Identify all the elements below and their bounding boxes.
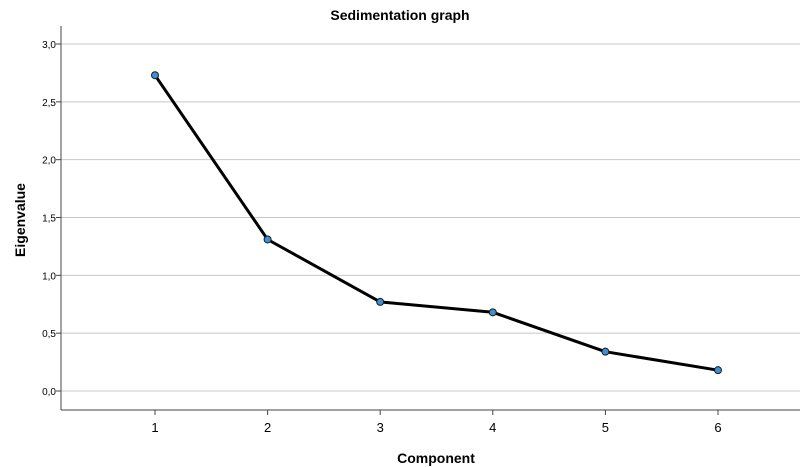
data-point	[488, 308, 497, 317]
x-axis-title: Component	[397, 450, 475, 466]
x-tick-label: 6	[714, 420, 721, 435]
y-tick-label: 1,5	[42, 214, 56, 225]
x-tick-label: 2	[264, 420, 271, 435]
y-axis-ticks: 0,0 0,5 1,0 1,5 2,0 2,5 3,0	[42, 40, 61, 398]
y-tick-label: 2,5	[42, 98, 56, 109]
y-tick-label: 0,0	[42, 387, 56, 398]
x-tick-label: 3	[377, 420, 384, 435]
x-tick-label: 5	[602, 420, 609, 435]
y-tick-label: 2,0	[42, 156, 56, 167]
chart-title: Sedimentation graph	[330, 7, 469, 23]
data-points	[151, 71, 722, 375]
data-point	[151, 71, 159, 80]
y-tick-label: 0,5	[42, 329, 56, 340]
x-tick-label: 4	[489, 420, 496, 435]
eigenvalue-line	[153, 73, 720, 372]
y-axis-title: Eigenvalue	[12, 183, 28, 257]
data-point	[263, 235, 272, 244]
data-point	[601, 347, 610, 356]
y-tick-label: 1,0	[42, 271, 56, 282]
gridlines	[61, 43, 800, 392]
y-tick-label: 3,0	[42, 40, 56, 51]
data-point	[714, 366, 722, 375]
x-tick-label: 1	[151, 420, 158, 435]
x-axis-ticks: 1 2 3 4 5 6	[151, 410, 722, 435]
data-point	[376, 297, 385, 306]
